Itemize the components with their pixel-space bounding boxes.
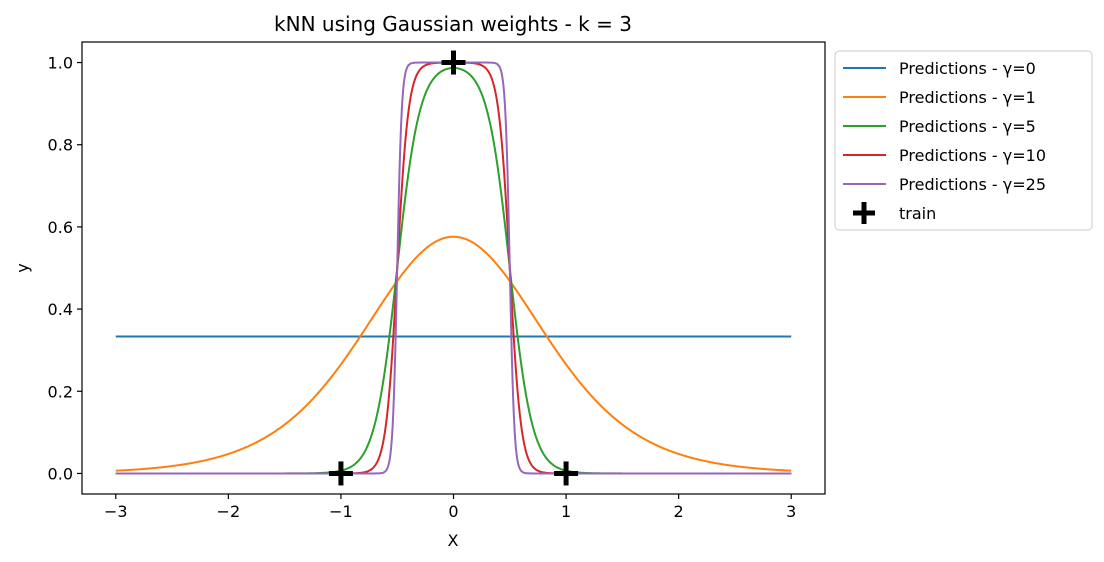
y-tick-label: 0.0 <box>48 464 73 483</box>
y-axis-ticks: 0.0 0.2 0.4 0.6 0.8 1.0 <box>48 54 82 483</box>
legend-label-train: train <box>899 204 936 223</box>
series-line-gamma-5 <box>115 67 792 475</box>
legend-box <box>834 50 1093 231</box>
series-line-gamma-10 <box>115 61 792 475</box>
x-tick-label: 0 <box>448 502 458 521</box>
series-line-gamma-1 <box>115 235 792 472</box>
x-tick-label: 2 <box>674 502 684 521</box>
x-axis-label: X <box>448 531 459 550</box>
y-tick-label: 1.0 <box>48 54 73 73</box>
y-tick-label: 0.8 <box>48 136 73 155</box>
plot-frame <box>81 41 826 495</box>
legend-label-gamma-10: Predictions - γ=10 <box>899 146 1046 165</box>
train-point <box>328 461 353 486</box>
y-tick-label: 0.4 <box>48 300 73 319</box>
y-axis-label: y <box>13 263 32 272</box>
train-point <box>554 461 579 486</box>
legend-label-gamma-25: Predictions - γ=25 <box>899 175 1046 194</box>
x-tick-label: −2 <box>217 502 241 521</box>
x-tick-label: −3 <box>104 502 128 521</box>
series-line-gamma-25 <box>115 61 792 475</box>
y-tick-label: 0.2 <box>48 382 73 401</box>
chart-title: kNN using Gaussian weights - k = 3 <box>274 12 632 36</box>
x-axis-ticks: −3 −2 −1 0 1 2 3 <box>104 494 796 521</box>
legend-label-gamma-5: Predictions - γ=5 <box>899 117 1036 136</box>
legend-train-marker <box>853 202 875 224</box>
x-tick-label: 1 <box>561 502 571 521</box>
series-lines <box>115 61 792 475</box>
x-tick-label: 3 <box>786 502 796 521</box>
x-tick-label: −1 <box>329 502 353 521</box>
train-markers <box>328 50 579 486</box>
train-point <box>441 50 466 75</box>
legend-label-gamma-0: Predictions - γ=0 <box>899 59 1036 78</box>
y-tick-label: 0.6 <box>48 218 73 237</box>
legend-label-gamma-1: Predictions - γ=1 <box>899 88 1036 107</box>
legend: Predictions - γ=0 Predictions - γ=1 Predic… <box>834 50 1093 231</box>
